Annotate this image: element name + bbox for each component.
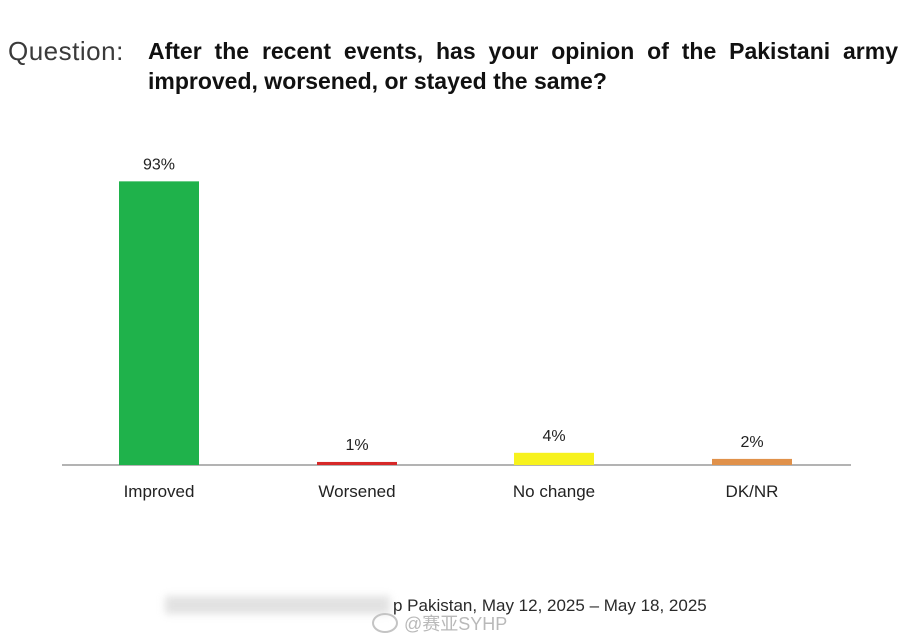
bar-worsened xyxy=(317,461,397,465)
watermark-text: @赛亚SYHP xyxy=(404,614,508,634)
value-label: 4% xyxy=(542,428,565,445)
value-label: 93% xyxy=(143,156,175,173)
bar-dk-nr xyxy=(712,458,792,465)
weibo-icon xyxy=(372,613,398,633)
bar-chart: 93% 1% 4% 2% Improved Worsened No change DK/NR xyxy=(62,156,851,501)
question-label: Question: xyxy=(8,36,124,66)
category-label: Improved xyxy=(124,482,195,501)
category-label: Worsened xyxy=(318,482,395,501)
value-labels-group: 93% 1% 4% 2% xyxy=(143,156,764,454)
value-label: 1% xyxy=(345,437,368,454)
value-label: 2% xyxy=(740,434,763,451)
redacted-source-text xyxy=(165,596,390,614)
source-text: p Pakistan, May 12, 2025 – May 18, 2025 xyxy=(393,596,707,615)
watermark: @赛亚SYHP xyxy=(372,610,507,636)
footer: p Pakistan, May 12, 2025 – May 18, 2025 … xyxy=(0,596,910,637)
question-text: After the recent events, has your opinio… xyxy=(148,38,898,94)
category-label: No change xyxy=(513,482,595,501)
category-label: DK/NR xyxy=(726,482,779,501)
category-labels-group: Improved Worsened No change DK/NR xyxy=(124,482,779,501)
bar-improved xyxy=(119,181,199,465)
bar-no-change xyxy=(514,452,594,465)
bars-group xyxy=(119,181,792,465)
